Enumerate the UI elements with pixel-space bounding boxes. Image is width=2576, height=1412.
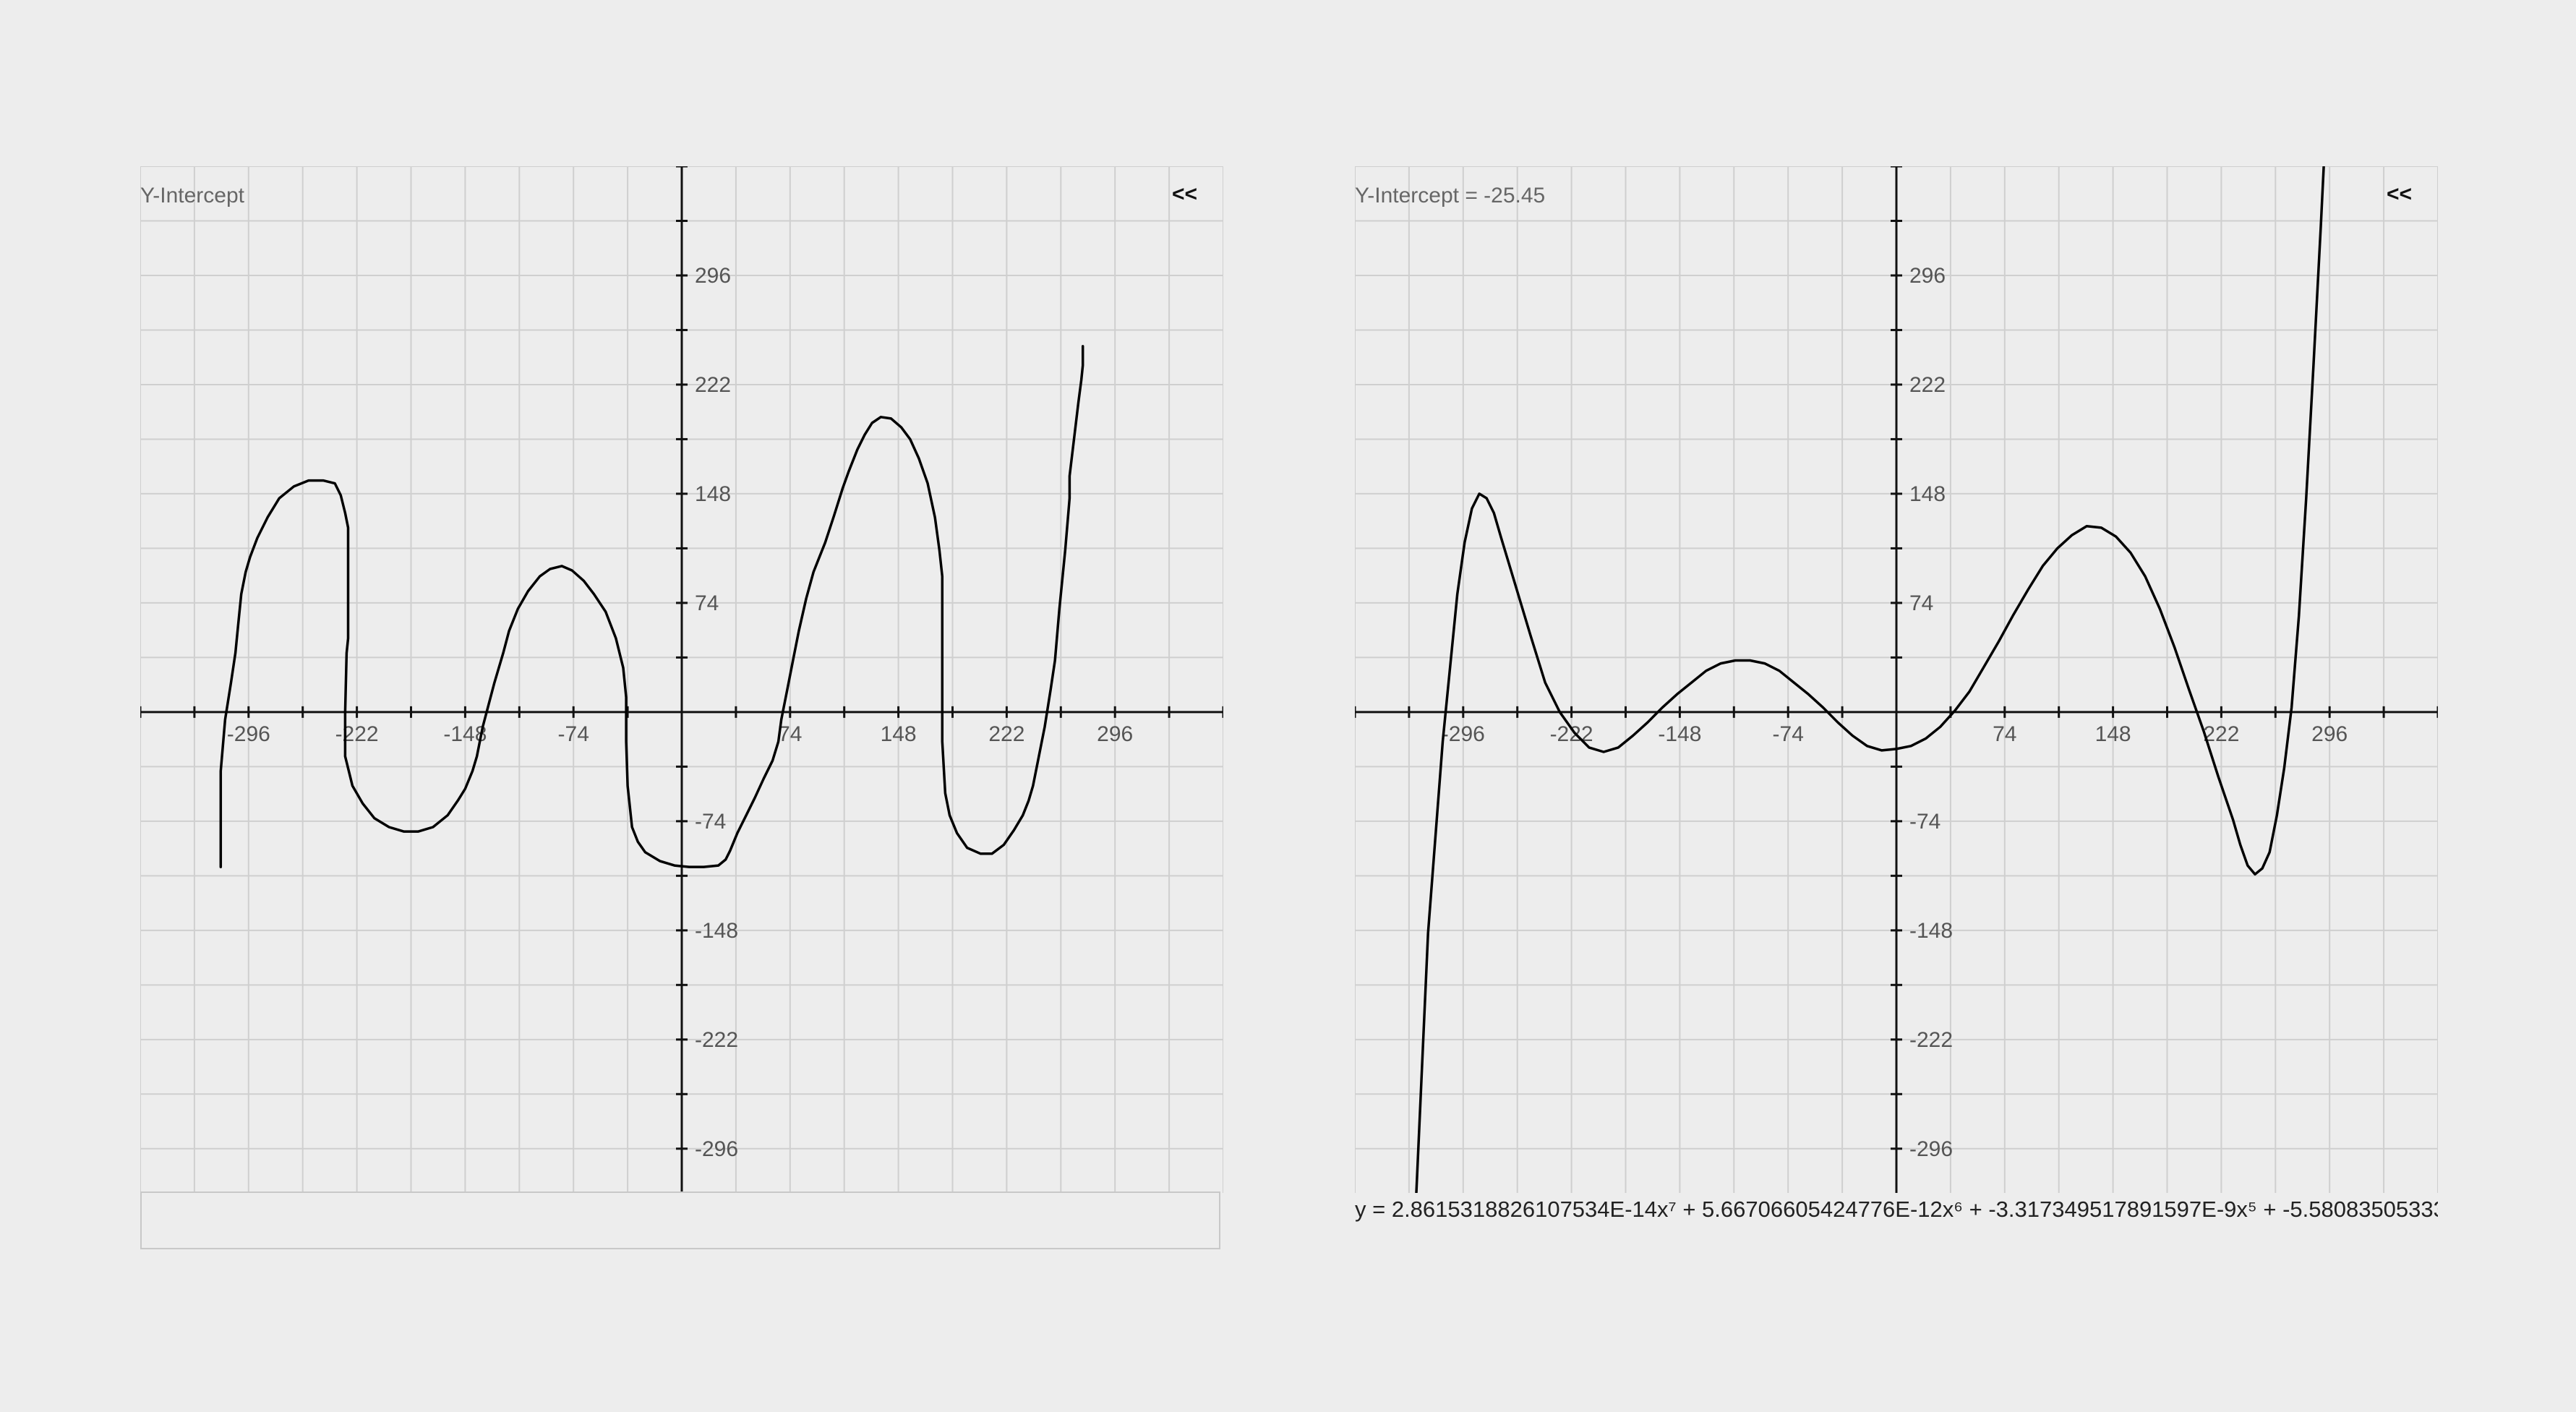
x-tick-label: 148 bbox=[2095, 722, 2131, 746]
left-formula-input[interactable] bbox=[140, 1191, 1220, 1249]
x-tick-label: -74 bbox=[1773, 722, 1804, 746]
y-tick-label: -296 bbox=[695, 1137, 738, 1161]
x-tick-label: 222 bbox=[988, 722, 1024, 746]
y-tick-label: 74 bbox=[695, 591, 719, 615]
y-tick-label: 296 bbox=[695, 264, 731, 288]
y-tick-label: -74 bbox=[1909, 810, 1940, 834]
y-tick-label: -296 bbox=[1909, 1137, 1953, 1161]
x-tick-label: -222 bbox=[1550, 722, 1593, 746]
tick-labels: -296 -222 -148 -74 74 148 222 296 296 222 148 74 -74… bbox=[1442, 264, 2348, 1161]
x-tick-label: 74 bbox=[778, 722, 802, 746]
right-y-intercept-label: Y-Intercept = -25.45 bbox=[1355, 184, 1546, 207]
y-tick-label: 148 bbox=[1909, 482, 1946, 506]
x-tick-label: -296 bbox=[227, 722, 270, 746]
x-tick-label: -74 bbox=[558, 722, 589, 746]
freehand-curve bbox=[219, 345, 1084, 868]
fitted-curve bbox=[1415, 166, 2325, 1193]
regression-equation: y = 2.8615318826107534E-14x⁷ + 5.6670660… bbox=[1355, 1197, 2438, 1222]
x-tick-label: -148 bbox=[1658, 722, 1701, 746]
y-tick-label: -148 bbox=[695, 919, 738, 943]
left-collapse-button[interactable]: << bbox=[1171, 182, 1197, 206]
y-tick-label: -74 bbox=[695, 810, 726, 834]
y-tick-label: -222 bbox=[695, 1028, 738, 1052]
y-tick-label: 296 bbox=[1909, 264, 1946, 288]
y-tick-label: -148 bbox=[1909, 919, 1953, 943]
y-tick-label: 148 bbox=[695, 482, 731, 506]
x-tick-label: 296 bbox=[1097, 722, 1133, 746]
right-plot-area[interactable]: -296 -222 -148 -74 74 148 222 296 296 222 148 74 -74… bbox=[1355, 166, 2438, 1193]
y-tick-label: 222 bbox=[695, 373, 731, 397]
x-tick-label: 296 bbox=[2311, 722, 2348, 746]
x-tick-label: 74 bbox=[1993, 722, 2016, 746]
tick-labels: -296 -222 -148 -74 74 148 222 296 296 222 148 74 -74… bbox=[227, 264, 1133, 1161]
right-collapse-button[interactable]: << bbox=[2386, 182, 2412, 206]
right-graph-panel: -296 -222 -148 -74 74 148 222 296 296 222 148 74 -74… bbox=[1355, 166, 2438, 1251]
left-y-intercept-label: Y-Intercept bbox=[140, 184, 244, 207]
tick-marks bbox=[140, 166, 1223, 1150]
x-tick-label: 222 bbox=[2203, 722, 2239, 746]
y-tick-label: 74 bbox=[1909, 591, 1933, 615]
y-tick-label: -222 bbox=[1909, 1028, 1953, 1052]
left-graph-panel: -296 -222 -148 -74 74 148 222 296 296 222 148 74 -74… bbox=[140, 166, 1223, 1251]
x-tick-label: 148 bbox=[881, 722, 917, 746]
left-plot-area[interactable]: -296 -222 -148 -74 74 148 222 296 296 222 148 74 -74… bbox=[140, 166, 1223, 1193]
x-tick-label: -296 bbox=[1442, 722, 1485, 746]
y-tick-label: 222 bbox=[1909, 373, 1946, 397]
x-tick-label: -222 bbox=[335, 722, 379, 746]
